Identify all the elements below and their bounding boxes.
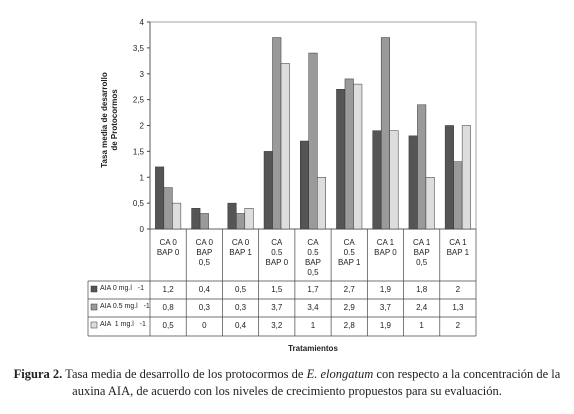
data-label: 3,4	[307, 303, 319, 312]
data-label: 0,5	[162, 321, 174, 330]
x-axis-title: Tratamientos	[288, 344, 338, 353]
bar	[244, 208, 254, 230]
bar	[199, 213, 209, 230]
x-tick-label: CA 0.5 BAP 1	[337, 238, 361, 267]
y-tick-label: 0,5	[133, 199, 145, 208]
caption-text: con respecto a la concentración de la au…	[72, 367, 561, 398]
bar	[172, 202, 182, 230]
bar	[453, 161, 463, 230]
bar	[344, 78, 354, 230]
y-tick-label: 3	[140, 70, 145, 79]
bar	[272, 37, 282, 230]
data-label: 1,8	[416, 285, 428, 294]
bar	[317, 177, 326, 230]
bar	[236, 213, 246, 230]
data-label: 1	[310, 321, 316, 330]
data-label: 0,8	[162, 303, 174, 312]
x-tick-label: CA 0 BAP 0,5	[195, 238, 213, 267]
bar	[417, 104, 427, 230]
data-label: 0	[202, 321, 207, 330]
x-tick-label: CA 0 BAP 0	[156, 238, 180, 257]
x-tick-label: CA 0.5 BAP 0	[265, 238, 289, 267]
y-tick-label: 1	[140, 173, 145, 182]
data-label: 1,2	[162, 285, 174, 294]
y-tick-label: 1,5	[133, 147, 145, 156]
caption-text: Tasa media de desarrollo de los protocor…	[62, 367, 307, 381]
bar	[336, 89, 346, 230]
bar	[425, 177, 435, 230]
y-tick-label: 2	[140, 122, 145, 131]
data-label: 2,4	[416, 303, 428, 312]
legend-swatch	[90, 285, 98, 293]
y-tick-label: 4	[140, 18, 145, 27]
bar	[389, 130, 399, 230]
x-tick-label: CA 1 BAP 0,5	[412, 238, 431, 267]
bar	[300, 140, 309, 230]
legend-label: AIA 0 mg.l -1	[100, 285, 144, 292]
bar	[280, 63, 290, 230]
bar	[380, 37, 390, 230]
bar	[461, 125, 471, 230]
legend-label: AIA 0.5 mg.l -1	[100, 303, 150, 310]
data-label: 2,9	[343, 303, 355, 312]
bar	[227, 202, 237, 230]
x-tick-label: CA 1 BAP 1	[446, 238, 470, 257]
data-label: 3,7	[379, 303, 391, 312]
bar	[191, 208, 201, 230]
data-label: 0,3	[234, 303, 247, 312]
caption-species: E. elongatum	[306, 367, 374, 381]
bar	[372, 130, 382, 230]
data-label: 2	[455, 285, 461, 294]
data-label: 3,7	[271, 303, 283, 312]
y-tick-label: 2,5	[133, 96, 145, 105]
bar	[163, 187, 173, 230]
bar	[444, 125, 454, 230]
data-label: 1,3	[452, 303, 464, 312]
data-label: 1,9	[379, 285, 391, 294]
bar	[308, 52, 318, 230]
y-tick-label: 3,5	[133, 44, 145, 53]
data-label: 0,4	[198, 285, 210, 294]
data-label: 2	[455, 321, 461, 330]
caption-label: Figura 2.	[13, 367, 63, 381]
bar	[408, 135, 418, 230]
data-label: 1	[419, 321, 424, 330]
data-label: 3,2	[271, 321, 283, 330]
data-label: 1,9	[379, 321, 391, 330]
y-axis-title: Tasa media de desarrollo de Protocormos	[100, 72, 119, 168]
y-tick-label: 0	[140, 225, 145, 234]
caption: Figura 2. Tasa media de desarrollo de lo…	[4, 366, 570, 400]
legend-swatch	[90, 321, 98, 329]
legend-swatch	[90, 303, 98, 311]
data-label: 0,3	[198, 303, 210, 312]
chart: 0 0,5 1 1,5 2 2,5 3 3,5 4	[87, 18, 477, 337]
bar	[263, 151, 273, 230]
legend-label: AIA 1 mg.l -1	[100, 321, 146, 328]
bar	[353, 83, 363, 230]
data-label: 1,5	[271, 285, 283, 294]
data-label: 2,7	[343, 285, 355, 294]
data-label: 2,8	[343, 321, 355, 330]
bar	[155, 166, 165, 230]
x-tick-label: CA 0.5 BAP 0,5	[304, 238, 321, 277]
x-tick-label: CA 0 BAP 1	[229, 238, 252, 257]
data-label: 0,4	[234, 321, 247, 330]
data-label: 0,5	[234, 285, 247, 294]
x-tick-label: CA 1 BAP 0	[374, 238, 397, 257]
data-label: 1,7	[307, 285, 319, 294]
